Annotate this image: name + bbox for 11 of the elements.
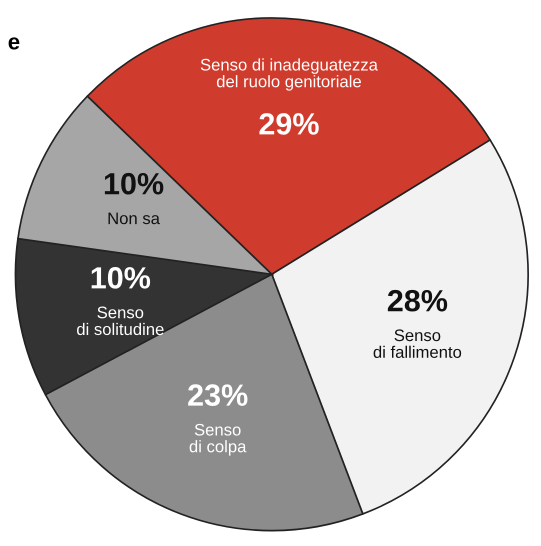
- slice-label: Senso di inadeguatezza del ruolo genitoriale: [200, 58, 378, 91]
- text: e: [8, 37, 20, 50]
- data-label: 10%: [104, 172, 164, 195]
- data-label: 29%: [259, 113, 319, 135]
- slice-label: Senso di solitudine: [77, 306, 164, 336]
- data-label: 23%: [188, 384, 248, 406]
- slice-label: Senso di colpa: [190, 424, 246, 456]
- data-label: 28%: [388, 290, 448, 312]
- slice-label: Senso di fallimento: [374, 329, 462, 358]
- slice-label: Non sa: [108, 212, 160, 224]
- data-label: 10%: [92, 267, 150, 289]
